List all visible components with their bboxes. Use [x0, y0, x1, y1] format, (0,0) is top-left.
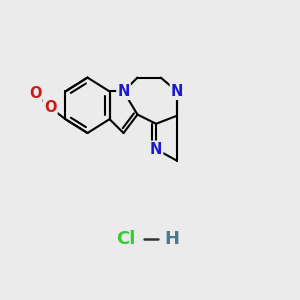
Text: O: O — [29, 86, 41, 101]
Text: H: H — [165, 230, 180, 248]
Text: N: N — [150, 142, 162, 157]
Text: N: N — [171, 84, 183, 99]
Text: N: N — [117, 84, 130, 99]
Text: Cl: Cl — [116, 230, 136, 248]
Text: O: O — [44, 100, 56, 115]
